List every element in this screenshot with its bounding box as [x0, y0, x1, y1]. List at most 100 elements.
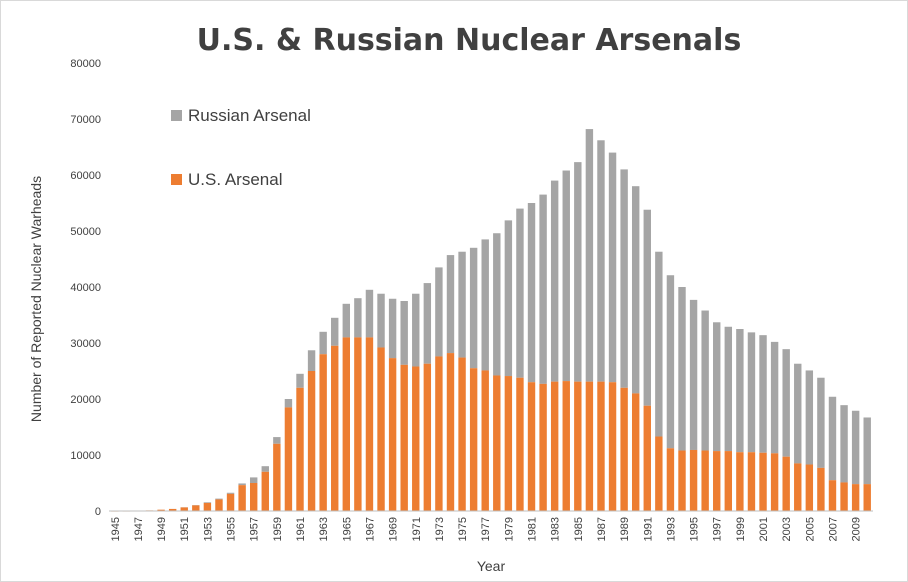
bar-us-1985 — [574, 381, 582, 511]
x-axis: 1945 1947 1949 1951 1953 1955 1957 1959 1961 1963… — [110, 517, 863, 541]
bar-russian-1964 — [331, 317, 339, 346]
bar-russian-1994 — [678, 287, 686, 451]
bar-us-2010 — [863, 484, 871, 511]
bar-us-1978 — [493, 375, 501, 511]
x-tick-label: 1997 — [712, 517, 724, 541]
bar-us-2002 — [770, 453, 779, 511]
bar-russian-1980 — [516, 208, 524, 378]
bar-us-1992 — [655, 436, 663, 511]
bar-us-1977 — [481, 370, 489, 511]
bar-russian-1995 — [689, 299, 698, 450]
y-tick-label: 50000 — [70, 226, 101, 238]
x-tick-label: 1973 — [434, 517, 446, 541]
x-tick-label: 1949 — [156, 517, 168, 541]
x-tick-label: 1975 — [457, 517, 469, 541]
bar-us-1951 — [180, 507, 188, 511]
legend-swatch-us — [171, 174, 182, 185]
bar-russian-1967 — [365, 289, 374, 338]
x-tick-label: 2001 — [758, 517, 770, 541]
bar-russian-2001 — [759, 335, 767, 453]
bar-russian-1966 — [354, 298, 362, 338]
bar-us-2008 — [840, 482, 848, 511]
x-tick-label: 1977 — [480, 517, 492, 541]
bar-russian-1988 — [608, 152, 617, 383]
bar-russian-1984 — [562, 170, 570, 382]
bar-russian-1989 — [620, 169, 628, 388]
x-tick-label: 2007 — [827, 517, 839, 541]
bar-us-1952 — [192, 505, 200, 511]
x-tick-label: 1985 — [573, 517, 585, 541]
x-tick-label: 1967 — [364, 517, 376, 541]
x-tick-label: 1945 — [110, 517, 122, 541]
y-tick-label: 20000 — [70, 394, 101, 406]
x-tick-label: 1965 — [341, 517, 353, 541]
x-tick-label: 1951 — [179, 517, 191, 541]
bar-russian-2005 — [805, 370, 814, 465]
bar-us-1950 — [168, 508, 177, 511]
x-tick-label: 1971 — [411, 517, 423, 541]
bar-us-1996 — [701, 450, 709, 511]
bar-russian-1961 — [296, 373, 304, 388]
bar-us-1987 — [597, 381, 605, 511]
bar-russian-1991 — [643, 209, 651, 406]
bar-us-1949 — [157, 509, 165, 511]
bar-us-1966 — [354, 337, 362, 511]
bar-russian-2009 — [851, 410, 860, 485]
bar-russian-1996 — [701, 310, 709, 451]
bar-us-1999 — [736, 452, 744, 511]
bar-us-2006 — [817, 467, 825, 511]
bar-russian-1998 — [724, 326, 733, 452]
bar-us-1990 — [631, 393, 640, 511]
bar-russian-1963 — [319, 331, 327, 355]
bar-us-1980 — [516, 377, 524, 511]
x-tick-label: 1995 — [689, 517, 701, 541]
bar-russian-1970 — [400, 301, 408, 365]
legend-label-russian: Russian Arsenal — [188, 106, 311, 125]
x-tick-label: 2009 — [851, 517, 863, 541]
bar-russian-1960 — [284, 399, 293, 408]
bar-russian-1997 — [713, 322, 721, 452]
bar-russian-1957 — [249, 477, 258, 483]
bar-us-1998 — [724, 451, 733, 511]
bar-russian-1979 — [504, 220, 513, 377]
bar-us-1970 — [400, 364, 408, 511]
y-axis: 0 10000 20000 30000 40000 50000 60000 70000 8000… — [70, 58, 101, 518]
x-tick-label: 1979 — [503, 517, 515, 541]
bar-us-1958 — [261, 471, 269, 511]
bar-us-1982 — [539, 383, 547, 511]
legend-label-us: U.S. Arsenal — [188, 170, 283, 189]
bar-us-1954 — [215, 499, 223, 511]
bar-us-1986 — [585, 381, 594, 511]
bar-us-2001 — [759, 452, 767, 511]
x-tick-label: 2005 — [804, 517, 816, 541]
bar-russian-1982 — [539, 194, 547, 384]
y-tick-label: 70000 — [70, 114, 101, 126]
x-tick-label: 1999 — [735, 517, 747, 541]
x-tick-label: 1947 — [133, 517, 145, 541]
bar-russian-1987 — [597, 140, 605, 382]
bar-us-1965 — [342, 337, 351, 511]
bar-russian-1977 — [481, 239, 489, 371]
bar-russian-1993 — [666, 275, 675, 449]
bar-russian-1956 — [238, 483, 246, 486]
bar-us-2009 — [851, 484, 860, 511]
bar-us-1959 — [273, 443, 281, 511]
x-tick-label: 1953 — [202, 517, 214, 541]
x-tick-label: 1963 — [318, 517, 330, 541]
y-tick-label: 60000 — [70, 170, 101, 182]
bar-us-1989 — [620, 387, 628, 511]
bars — [111, 129, 871, 512]
bar-russian-1972 — [423, 283, 432, 364]
bar-us-1979 — [504, 376, 513, 511]
bar-us-1956 — [238, 485, 246, 511]
bar-us-1991 — [643, 405, 651, 511]
bar-russian-1965 — [342, 303, 351, 338]
x-tick-label: 1993 — [665, 517, 677, 541]
bar-russian-2000 — [747, 332, 756, 453]
x-tick-label: 2003 — [781, 517, 793, 541]
bar-russian-2002 — [770, 341, 779, 454]
bar-russian-1973 — [435, 267, 443, 357]
x-tick-label: 1969 — [388, 517, 400, 541]
bar-russian-1971 — [412, 293, 420, 367]
